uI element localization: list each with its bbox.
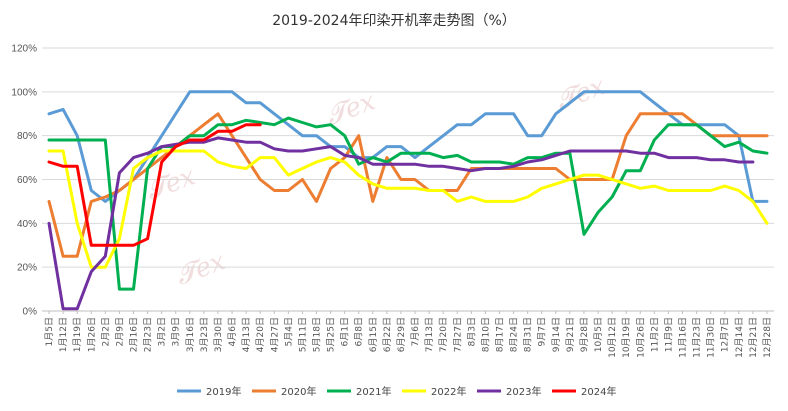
x-tick-label: 9月28日 [579, 317, 590, 352]
x-tick-label: 7月6日 [410, 317, 421, 346]
legend-label: 2019年 [206, 385, 241, 398]
x-tick-label: 12月28日 [762, 317, 773, 358]
x-tick-label: 3月2日 [157, 317, 168, 346]
series-line-2024年 [47, 123, 262, 247]
x-tick-label: 6月29日 [396, 317, 407, 352]
legend-label: 2020年 [281, 385, 316, 398]
x-tick-label: 7月13日 [424, 317, 435, 352]
series-line-2022年 [47, 149, 769, 269]
x-tick-label: 2月16日 [129, 317, 140, 352]
legend-label: 2021年 [356, 385, 391, 398]
x-tick-label: 10月26日 [635, 317, 646, 358]
y-axis: 0% 20% 40% 60% 80% 100% 120% [11, 44, 37, 318]
legend-label: 2022年 [431, 385, 466, 398]
series-line-2023年 [47, 136, 755, 311]
x-tick-label: 12月7日 [720, 317, 731, 352]
x-tick-label: 2月9日 [114, 317, 125, 346]
x-tick-label: 7月20日 [438, 317, 449, 352]
x-tick-label: 3月23日 [199, 317, 210, 352]
x-tick-label: 8月24日 [509, 317, 520, 352]
x-tick-label: 4月20日 [255, 317, 266, 352]
x-tick-label: 5月11日 [297, 317, 308, 352]
x-tick-label: 12月14日 [734, 317, 745, 358]
x-tick-label: 8月10日 [480, 317, 491, 352]
x-tick-label: 2月23日 [143, 317, 154, 352]
x-tick-label: 9月21日 [565, 317, 576, 352]
x-tick-label: 12月21日 [748, 317, 759, 358]
legend-label: 2024年 [581, 385, 616, 398]
x-tick-label: 3月16日 [185, 317, 196, 352]
x-tick-label: 8月17日 [495, 317, 506, 352]
x-tick-label: 8月3日 [466, 317, 477, 346]
x-tick-label: 1月12日 [58, 317, 69, 352]
x-tick-label: 11月16日 [678, 317, 689, 358]
x-tick-label: 11月30日 [706, 317, 717, 358]
y-tick-label: 80% [17, 131, 37, 142]
y-tick-label: 20% [17, 263, 37, 274]
x-tick-label: 6月22日 [382, 317, 393, 352]
x-tick-label: 5月18日 [312, 317, 323, 352]
x-tick-label: 3月30日 [213, 317, 224, 352]
legend: 2019年 2020年 2021年 2022年 2023年 2024年 [177, 385, 616, 398]
x-tick-label: 6月1日 [340, 317, 351, 346]
y-tick-label: 120% [11, 44, 37, 55]
legend-label: 2023年 [506, 385, 541, 398]
x-tick-label: 4月13日 [241, 317, 252, 352]
y-tick-label: 40% [17, 219, 37, 230]
x-tick-label: 3月9日 [171, 317, 182, 346]
x-tick-label: 11月2日 [649, 317, 660, 352]
x-tick-label: 1月19日 [72, 317, 83, 352]
x-tick-label: 5月4日 [283, 317, 294, 346]
x-tick-label: 4月27日 [269, 317, 280, 352]
x-tick-label: 6月15日 [368, 317, 379, 352]
x-tick-label: 2月2日 [100, 317, 111, 346]
y-tick-label: 100% [11, 87, 37, 98]
x-tick-label: 5月25日 [326, 317, 337, 352]
x-axis: 1月5日 1月12日 1月19日 1月26日 2月2日 2月9日 2月16日 2月23日 3月2… [42, 310, 774, 358]
x-tick-label: 1月5日 [44, 317, 55, 346]
x-tick-label: 8月31日 [523, 317, 534, 352]
y-tick-label: 60% [17, 175, 37, 186]
x-tick-label: 10月5日 [593, 317, 604, 352]
chart-title: 2019-2024年印染开机率走势图（%） [272, 12, 516, 29]
x-tick-label: 11月9日 [663, 317, 674, 352]
x-tick-label: 10月19日 [621, 317, 632, 358]
x-tick-label: 1月26日 [86, 317, 97, 352]
x-tick-label: 11月23日 [692, 317, 703, 358]
y-tick-label: 0% [23, 307, 38, 318]
x-tick-label: 10月12日 [607, 317, 618, 358]
watermark: 𝓣ex 𝓣ex 𝓣ex 𝓣ex [142, 71, 610, 291]
x-tick-label: 7月27日 [452, 317, 463, 352]
x-tick-label: 9月7日 [537, 317, 548, 346]
x-tick-label: 4月6日 [227, 317, 238, 346]
x-tick-label: 6月8日 [354, 317, 365, 346]
x-tick-label: 9月14日 [551, 317, 562, 352]
series-lines [47, 90, 769, 311]
